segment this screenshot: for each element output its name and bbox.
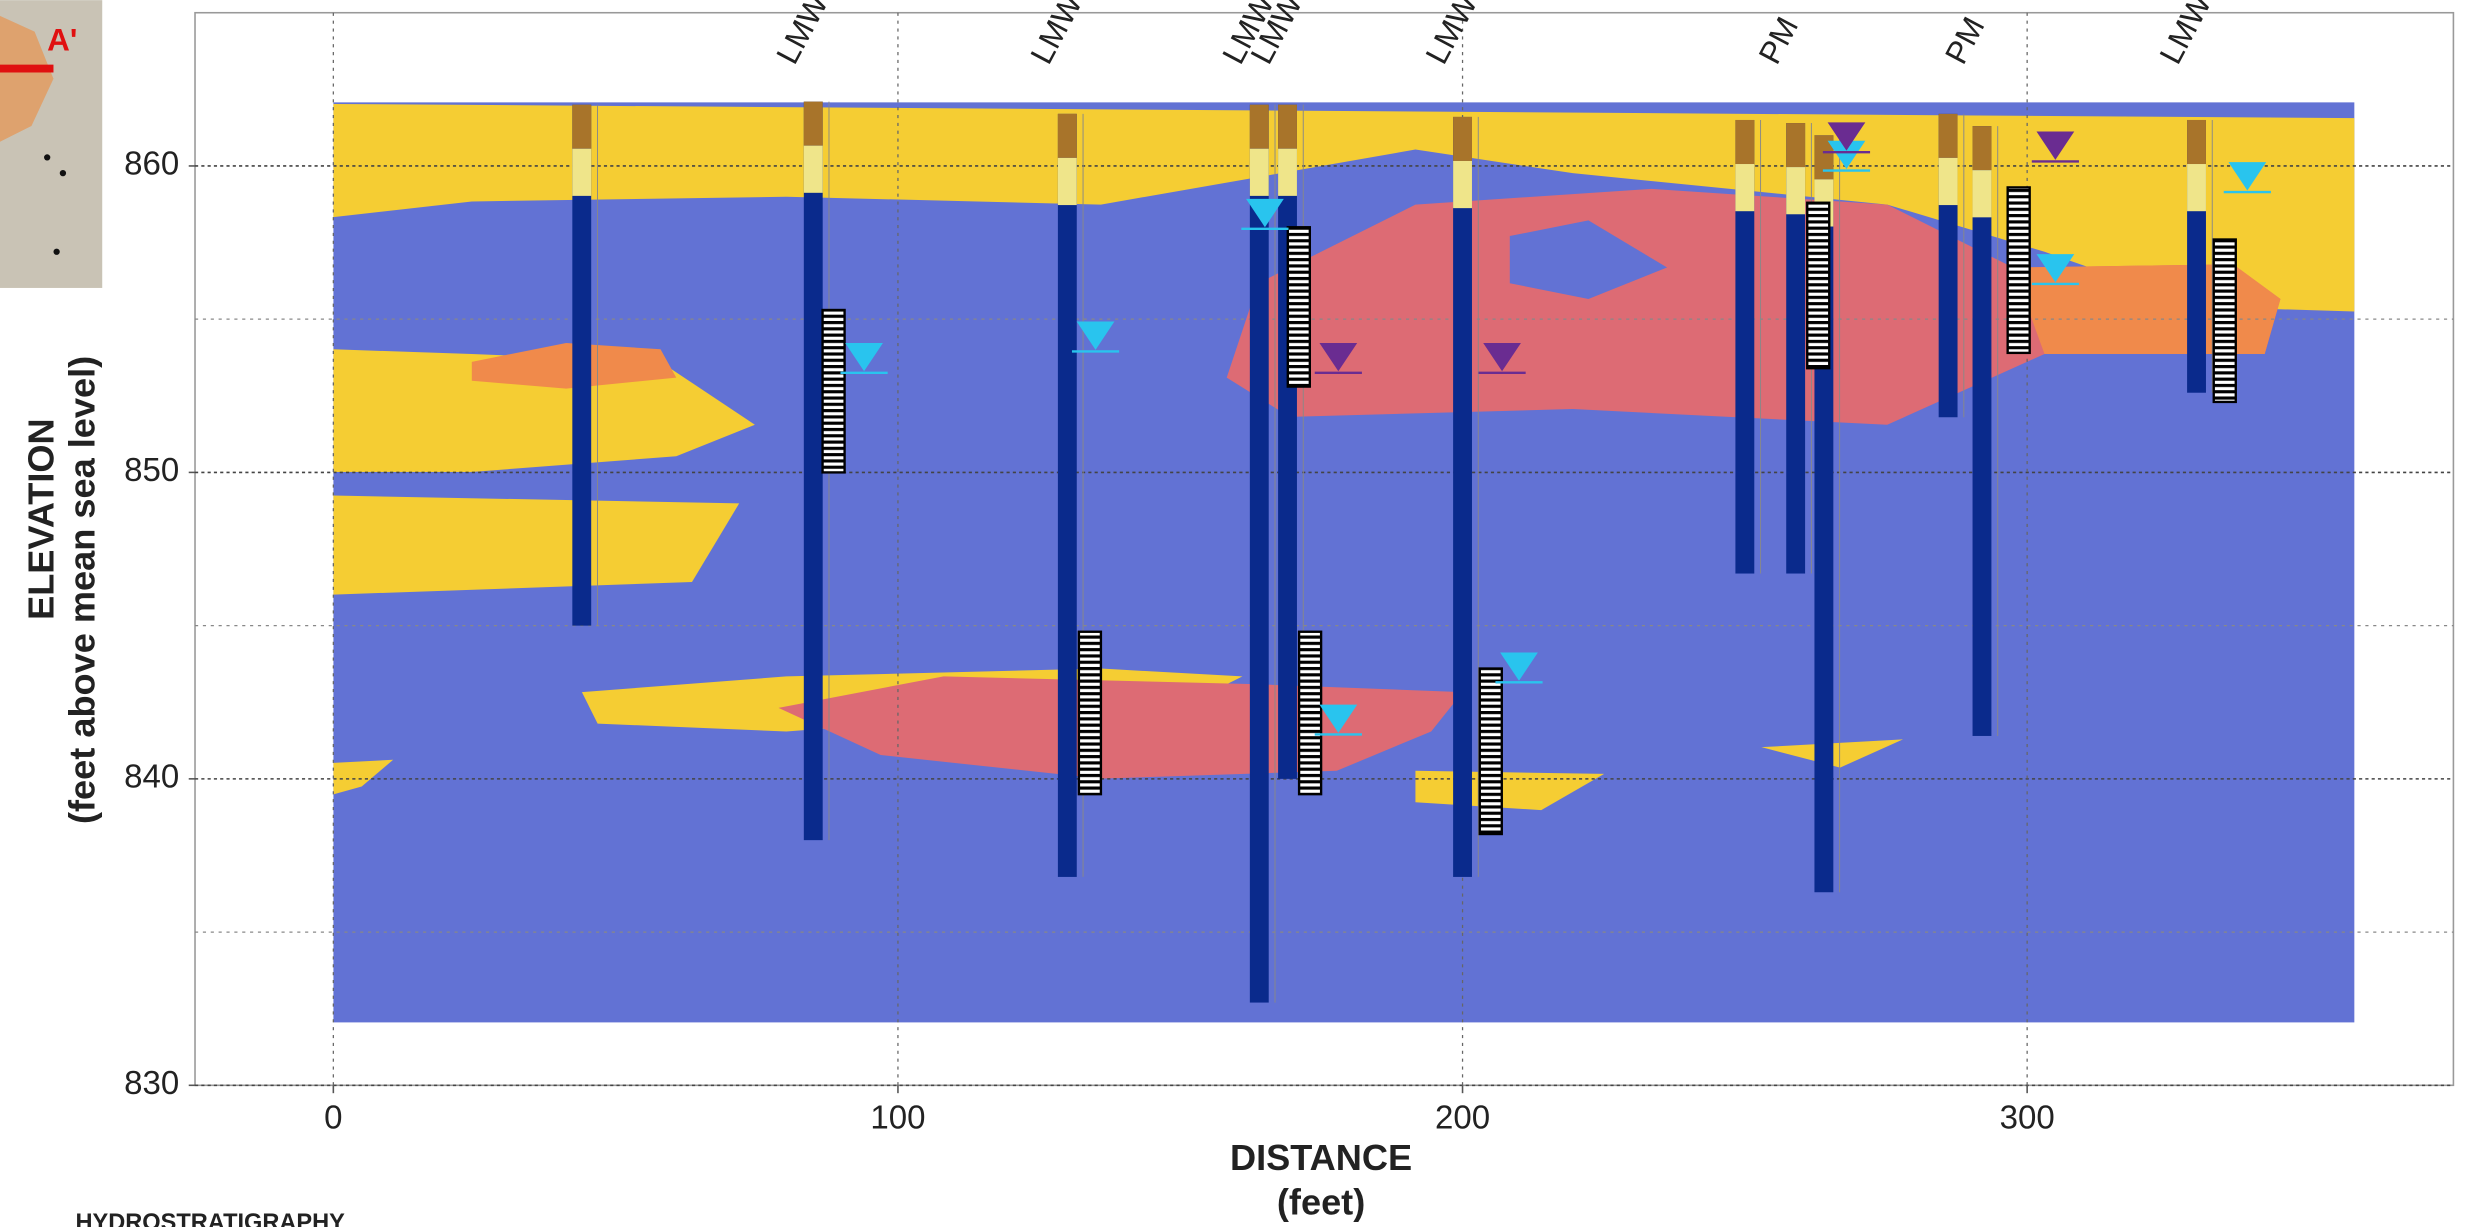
well-screen	[1806, 201, 1831, 370]
well-cap	[803, 101, 823, 146]
y-axis-title: ELEVATION	[20, 418, 61, 620]
well	[1453, 116, 1472, 877]
y-axis-unit: (feet above mean sea level)	[61, 356, 102, 824]
well-cap	[1786, 123, 1806, 168]
well-fill	[1972, 170, 1992, 218]
location-map: A'	[0, 0, 103, 288]
well	[1057, 113, 1077, 877]
well-fill	[572, 148, 592, 196]
x-tick-label: 300	[2000, 1099, 2055, 1136]
well-fill	[1249, 148, 1269, 196]
well-screen	[2006, 186, 2031, 355]
well	[1972, 126, 1992, 736]
well-fill	[1786, 167, 1806, 215]
x-axis-unit: (feet)	[1277, 1181, 1365, 1222]
unit-sand	[333, 495, 740, 595]
geology	[333, 102, 2355, 1023]
well-screen	[821, 308, 846, 474]
y-tick-label: 830	[124, 1064, 179, 1101]
well-cap	[1938, 113, 1958, 158]
water-level	[1246, 198, 1284, 228]
well	[1249, 104, 1269, 1003]
water-level	[1827, 140, 1866, 170]
x-tick-label: 100	[870, 1099, 925, 1136]
water-level	[1319, 704, 1358, 733]
well-screen	[1478, 667, 1503, 836]
y-tick-label: 860	[124, 145, 179, 182]
well	[572, 104, 592, 626]
well-screen	[1077, 630, 1103, 796]
unit-clay	[1509, 220, 1668, 299]
well	[1735, 119, 1755, 574]
unit-sand	[333, 759, 394, 795]
y-tick-label: 850	[124, 451, 179, 488]
well-cap	[1278, 104, 1297, 149]
y-tick-label: 840	[124, 758, 179, 795]
grid	[188, 12, 2454, 1094]
map-label: A'	[47, 22, 77, 57]
well-fill	[1278, 148, 1297, 196]
legend-heading: HYDROSTRATIGRAPHY	[75, 1209, 345, 1227]
water-level	[1076, 321, 1115, 350]
map-section-line	[0, 64, 54, 73]
water-level	[1319, 342, 1358, 372]
well-cap	[1972, 126, 1992, 171]
x-tick-label: 200	[1435, 1099, 1490, 1136]
map-point	[59, 169, 67, 177]
marks	[572, 101, 2271, 1003]
well	[1278, 104, 1297, 779]
well-fill	[1735, 164, 1755, 212]
well-cap	[1735, 119, 1755, 165]
well-fill	[803, 145, 823, 193]
well-cap	[2187, 119, 2206, 165]
well-fill	[2187, 164, 2206, 212]
x-tick-label: 0	[324, 1099, 342, 1136]
well-cap	[1249, 104, 1269, 149]
water-level	[1500, 652, 1538, 681]
well-cap	[572, 104, 592, 149]
water-level	[1827, 122, 1866, 151]
well-fill	[1938, 157, 1958, 206]
map-area	[0, 15, 54, 142]
well-cap	[1814, 135, 1834, 180]
well-cap	[1453, 116, 1472, 161]
water-level	[2228, 162, 2267, 191]
well-fill	[1057, 157, 1077, 206]
water-level	[1483, 342, 1521, 372]
x-axis-title: DISTANCE	[1230, 1137, 1412, 1178]
well-screen	[2212, 238, 2237, 404]
well-cap	[1057, 113, 1077, 158]
water-level	[2036, 254, 2075, 283]
well-fill	[1453, 160, 1472, 209]
water-level	[2036, 131, 2075, 160]
map-point	[53, 248, 60, 255]
map-point	[44, 154, 51, 161]
water-level	[845, 342, 883, 372]
well	[803, 101, 823, 841]
well-screen	[1297, 630, 1323, 796]
well-screen	[1286, 226, 1311, 388]
well	[1786, 123, 1806, 574]
